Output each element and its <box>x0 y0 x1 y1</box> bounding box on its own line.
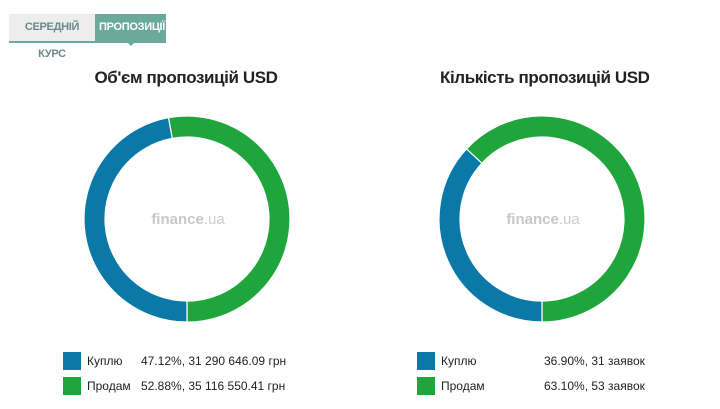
watermark-logo: finance.ua <box>133 211 243 228</box>
legend-value: 47.12%, 31 290 646.09 грн <box>141 354 287 368</box>
legend-swatch-sell <box>417 377 435 395</box>
chart-title-count: Кількість пропозицій USD <box>440 68 650 87</box>
legend-item-sell: Продам 63.10%, 53 заявок <box>417 377 645 395</box>
legend-value: 63.10%, 53 заявок <box>544 379 645 393</box>
legend-value: 52.88%, 35 116 550.41 грн <box>141 379 286 393</box>
tab-average-rate[interactable]: Середній курс <box>9 14 95 60</box>
legend-item-buy: Куплю 36.90%, 31 заявок <box>417 352 645 370</box>
donut-chart-volume <box>83 115 291 323</box>
legend-item-sell: Продам 52.88%, 35 116 550.41 грн <box>63 377 285 395</box>
tab-underline <box>9 41 166 43</box>
legend-label: Куплю <box>441 354 477 368</box>
chart-title-volume: Об'єм пропозицій USD <box>94 68 278 87</box>
legend-label: Продам <box>441 379 485 393</box>
watermark-logo: finance.ua <box>488 211 598 228</box>
donut-slice-buy[interactable] <box>438 148 543 323</box>
donut-chart-count <box>438 115 646 323</box>
legend-label: Куплю <box>87 354 123 368</box>
watermark-brand: finance <box>506 211 559 228</box>
watermark-brand: finance <box>151 211 204 228</box>
legend-swatch-sell <box>63 377 81 395</box>
tab-bar: Середній курс Пропозиції <box>9 14 166 60</box>
watermark-tld: .ua <box>558 211 580 228</box>
watermark-tld: .ua <box>203 211 225 228</box>
legend-swatch-buy <box>63 352 81 370</box>
tab-offers[interactable]: Пропозиції <box>95 14 166 46</box>
donut-slice-sell[interactable] <box>465 115 646 323</box>
legend-item-buy: Куплю 47.12%, 31 290 646.09 грн <box>63 352 286 370</box>
legend-swatch-buy <box>417 352 435 370</box>
donut-slice-buy[interactable] <box>83 116 188 323</box>
legend-value: 36.90%, 31 заявок <box>544 354 645 368</box>
legend-label: Продам <box>87 379 131 393</box>
